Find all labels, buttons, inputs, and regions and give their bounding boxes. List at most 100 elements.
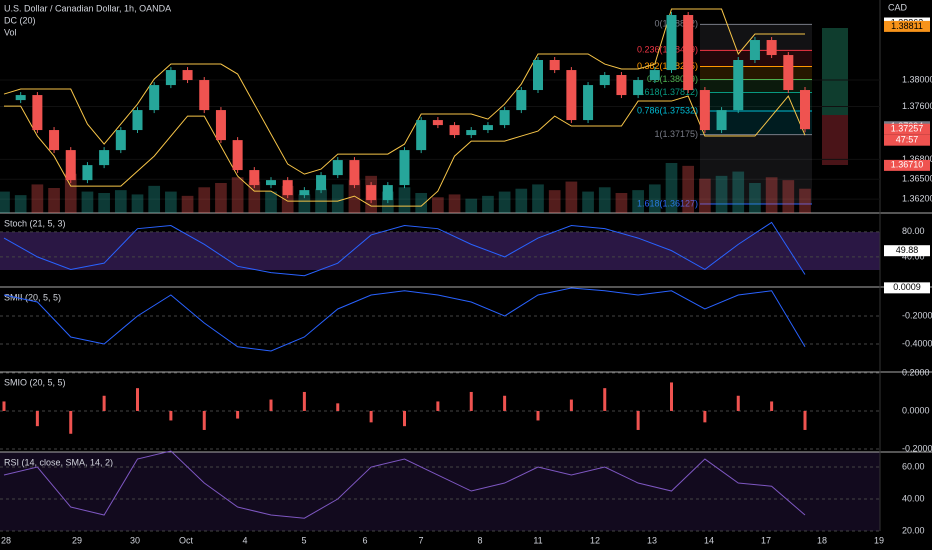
candle-body — [399, 150, 410, 186]
volume-bar — [532, 184, 544, 213]
volume-bar — [14, 195, 27, 213]
candle-body — [249, 170, 260, 186]
candle-body — [82, 165, 93, 181]
candle-body — [232, 140, 243, 171]
volume-bar — [131, 194, 144, 213]
donchian-upper — [3, 8, 805, 175]
candle-body — [516, 90, 527, 111]
histogram-bar — [536, 410, 540, 421]
y-tick-label: -0.2000 — [902, 443, 932, 453]
candle-body — [799, 90, 811, 130]
histogram-bar — [336, 403, 340, 411]
volume-bar — [448, 194, 461, 213]
candle-body — [666, 15, 677, 71]
pane-title: SMIO (20, 5, 5) — [4, 377, 66, 387]
price-tag-label: 1.37257 — [891, 124, 924, 134]
volume-bar — [699, 178, 711, 213]
volume-bar — [231, 177, 244, 213]
volume-bar — [498, 191, 511, 213]
volume-bar — [181, 195, 194, 213]
y-tick-label: -0.2000 — [902, 310, 932, 320]
x-tick-label: 12 — [590, 535, 600, 545]
y-tick-label: 80.00 — [902, 226, 925, 236]
candle-body — [332, 160, 343, 176]
volume-bar — [98, 193, 110, 213]
x-tick-label: 18 — [817, 535, 827, 545]
indicator-line — [3, 450, 806, 519]
candle-body — [165, 70, 176, 86]
y-tick-label: 1.36800 — [902, 154, 932, 164]
volume-bar — [0, 191, 10, 213]
volume-bar — [565, 181, 578, 213]
price-tag — [884, 20, 930, 32]
volume-bar — [548, 190, 561, 213]
histogram-bar — [369, 410, 373, 423]
fib-zone — [700, 134, 812, 204]
volume-bar — [482, 195, 494, 213]
volume-bar — [31, 184, 44, 213]
volume-bar — [799, 188, 811, 213]
volume-bar — [715, 175, 728, 213]
volume-bar — [215, 183, 227, 213]
volume-bar — [432, 197, 444, 213]
candle-body — [265, 180, 277, 186]
candle-body — [566, 70, 577, 121]
volume-bar — [265, 191, 277, 213]
x-tick-label: 4 — [242, 535, 247, 545]
x-tick-label: 11 — [533, 535, 542, 545]
candle-body — [616, 75, 627, 96]
currency: CAD — [888, 2, 908, 12]
volume-bar — [632, 190, 644, 213]
candle-body — [749, 40, 760, 60]
x-tick-label: 29 — [72, 535, 82, 545]
fib-label: 1(1.37175) — [654, 129, 698, 139]
x-tick-label: 28 — [1, 535, 11, 545]
histogram-bar — [202, 410, 206, 430]
pane-title: SMII (20, 5, 5) — [4, 292, 61, 302]
volume-bar — [64, 173, 77, 213]
histogram-bar — [302, 391, 306, 411]
candle-body — [716, 110, 727, 131]
x-tick-label: 8 — [477, 535, 482, 545]
volume-bar — [615, 193, 628, 213]
candle-body — [432, 120, 443, 126]
volume-bar — [198, 187, 211, 213]
candle-body — [215, 110, 226, 141]
volume-bar — [248, 181, 261, 213]
indicator-line — [3, 221, 806, 277]
candle-body — [683, 15, 694, 91]
y-tick-label: 0.0000 — [902, 405, 930, 415]
histogram-bar — [102, 395, 106, 411]
x-tick-label: 13 — [647, 535, 657, 545]
histogram-bar — [670, 382, 673, 411]
candle-body — [466, 130, 477, 136]
value-tag — [884, 245, 930, 257]
histogram-bar — [636, 410, 640, 430]
candle-body — [416, 120, 427, 151]
candle-body — [366, 185, 377, 201]
y-tick-label: 40.00 — [902, 493, 925, 503]
histogram-bar — [169, 410, 173, 421]
histogram-bar — [770, 401, 774, 411]
donchian-lower — [4, 95, 806, 207]
histogram-bar — [569, 399, 573, 411]
histogram-bar — [236, 410, 240, 419]
histogram-bar — [436, 401, 440, 411]
candle-body — [449, 125, 460, 136]
volume-bar — [665, 163, 678, 213]
stoch-band — [0, 232, 880, 270]
histogram-bar — [803, 410, 807, 430]
x-tick-label: 19 — [874, 535, 884, 545]
volume-bar — [765, 177, 778, 213]
price-tag — [884, 159, 930, 171]
candle-body — [532, 59, 544, 91]
value-tag — [884, 282, 930, 294]
pane-title: Stoch (21, 5, 3) — [4, 218, 66, 228]
candle-body — [649, 70, 660, 81]
countdown: 47:57 — [896, 135, 919, 145]
volume-bar — [148, 185, 161, 213]
x-tick-label: 14 — [704, 535, 714, 545]
histogram-bar — [503, 395, 507, 411]
volume-bar — [749, 183, 761, 213]
